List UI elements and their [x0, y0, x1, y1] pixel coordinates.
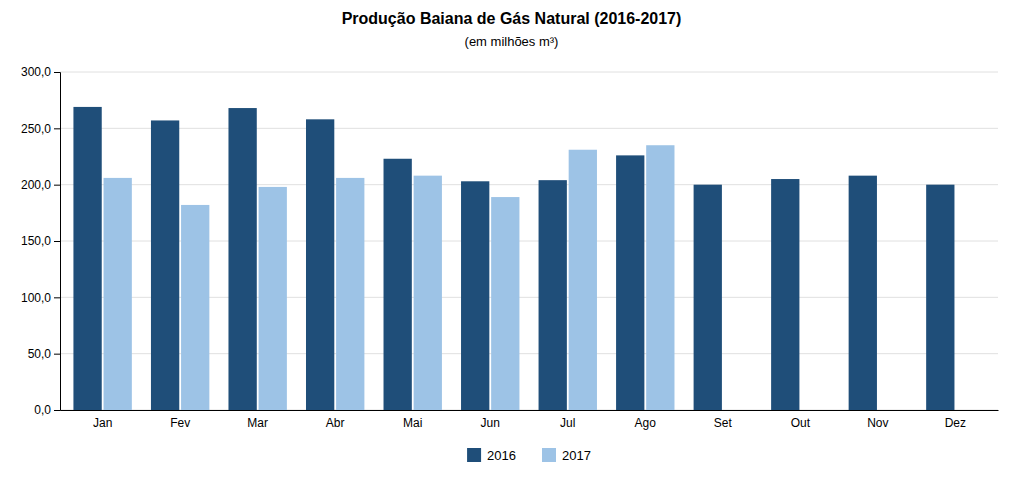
bar: [259, 187, 287, 410]
legend-label: 2016: [487, 448, 516, 463]
tick: Jul: [560, 416, 575, 430]
tick-mark: [54, 128, 60, 129]
tick: 50,0: [28, 347, 60, 361]
tick-mark: [54, 297, 60, 298]
bars: [73, 107, 954, 410]
tick: 100,0: [21, 291, 60, 305]
subtitle: (em milhões m³): [465, 34, 559, 49]
tick-label: 150,0: [21, 234, 51, 248]
tick: 150,0: [21, 234, 60, 248]
bar-series: [104, 145, 675, 410]
bar: [646, 145, 674, 410]
bar: [414, 176, 442, 410]
tick: Out: [791, 416, 811, 430]
tick: Abr: [326, 416, 345, 430]
tick-label: Ago: [635, 416, 657, 430]
grid-line: [60, 128, 998, 129]
tick: 300,0: [21, 65, 60, 79]
tick: Jan: [93, 416, 112, 430]
axis-line: [54, 73, 61, 411]
tick: Ago: [635, 416, 657, 430]
tick-label: Abr: [326, 416, 345, 430]
tick-label: 0,0: [34, 403, 51, 417]
bar: [926, 185, 954, 410]
title: Produção Baiana de Gás Natural (2016-201…: [342, 10, 682, 27]
tick: 250,0: [21, 122, 60, 136]
tick-label: 200,0: [21, 178, 51, 192]
tick-mark: [54, 354, 60, 355]
bar: [569, 150, 597, 410]
y-axis: 0,0 50,0 100,0 150,0 200,0 250,0 300,0: [21, 65, 61, 417]
grid: [60, 72, 998, 410]
bar: [228, 108, 256, 410]
tick: Dez: [945, 416, 966, 430]
axis-line: [61, 410, 999, 411]
legend-swatch: [542, 448, 556, 462]
tick-label: Mar: [247, 416, 268, 430]
bar: [336, 178, 364, 410]
legend-item: 2017: [542, 448, 591, 463]
bar: [539, 180, 567, 410]
bar: [384, 159, 412, 410]
tick: Set: [714, 416, 733, 430]
legend-item: 2016: [467, 448, 516, 463]
tick-label: Jan: [93, 416, 112, 430]
tick-label: Mai: [403, 416, 422, 430]
bar: [306, 119, 334, 410]
bar: [151, 120, 179, 410]
tick-label: 100,0: [21, 291, 51, 305]
bar: [616, 155, 644, 410]
chart: Produção Baiana de Gás Natural (2016-201…: [0, 0, 1023, 488]
tick-label: Set: [714, 416, 733, 430]
tick-mark: [54, 241, 60, 242]
legend-swatch: [467, 448, 481, 462]
tick-mark: [54, 72, 60, 73]
tick: Mai: [403, 416, 422, 430]
bar-series: [73, 107, 954, 410]
x-axis: Jan Fev Mar Abr Mai Jun Jul Ago Set Out Nov Dez: [61, 411, 999, 430]
bar: [491, 197, 519, 410]
bar: [104, 178, 132, 410]
tick-label: 300,0: [21, 65, 51, 79]
bar: [461, 181, 489, 410]
tick-label: 250,0: [21, 122, 51, 136]
bar: [181, 205, 209, 410]
bar: [849, 176, 877, 410]
tick-mark: [54, 410, 60, 411]
tick-label: 50,0: [28, 347, 52, 361]
plot: 0,0 50,0 100,0 150,0 200,0 250,0 300,0 Jan Fev Ma…: [21, 65, 999, 429]
tick: Nov: [867, 416, 888, 430]
tick-label: Jul: [560, 416, 575, 430]
bar: [771, 179, 799, 410]
tick: Jun: [481, 416, 500, 430]
tick: 200,0: [21, 178, 60, 192]
legend: 2016 2017: [467, 448, 591, 463]
bar: [694, 185, 722, 410]
tick-label: Dez: [945, 416, 966, 430]
tick: Mar: [247, 416, 268, 430]
tick-label: Out: [791, 416, 811, 430]
bar: [73, 107, 101, 410]
tick: Fev: [170, 416, 190, 430]
legend-label: 2017: [562, 448, 591, 463]
tick-mark: [54, 185, 60, 186]
tick-label: Fev: [170, 416, 190, 430]
tick-label: Jun: [481, 416, 500, 430]
tick-label: Nov: [867, 416, 888, 430]
grid-line: [60, 72, 998, 73]
tick: 0,0: [34, 403, 60, 417]
